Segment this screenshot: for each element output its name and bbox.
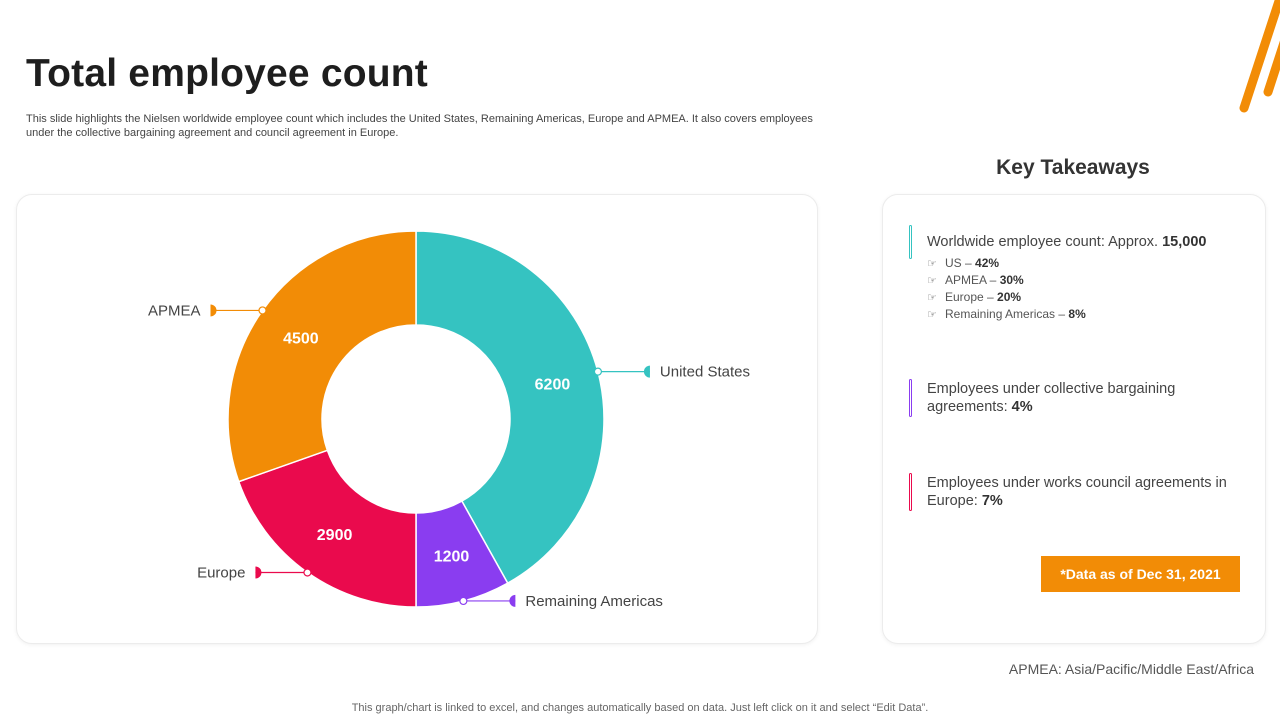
- leader-dot-united-states: [593, 367, 603, 376]
- pointing-hand-icon: ☞: [927, 292, 937, 304]
- breakdown-item: ☞ Europe – 20%: [927, 290, 1022, 304]
- page-subtitle: This slide highlights the Nielsen worldw…: [26, 113, 813, 139]
- leader-cap-europe: [255, 566, 262, 579]
- takeaway-text: Employees under collective bargaining ag…: [927, 381, 1176, 415]
- takeaway-works-council: Employees under works council agreements…: [909, 473, 1229, 511]
- takeaway-value: 4%: [1011, 399, 1033, 415]
- apmea-footnote: APMEA: Asia/Pacific/Middle East/Africa: [1008, 661, 1254, 677]
- takeaway-marker: [909, 379, 912, 417]
- takeaway-marker: [909, 473, 912, 511]
- leader-cap-united-states: [643, 365, 650, 378]
- takeaway-bargaining: Employees under collective bargaining ag…: [909, 379, 1229, 417]
- leader-cap-apmea: [210, 304, 217, 317]
- takeaway-text: Employees under works council agreements…: [927, 475, 1227, 509]
- key-takeaways-title: Key Takeaways: [996, 156, 1150, 179]
- edit-data-note: This graph/chart is linked to excel, and…: [351, 702, 929, 714]
- leader-dot-europe: [303, 568, 312, 577]
- leader-dot-apmea: [258, 306, 267, 315]
- slice-united-states[interactable]: [415, 230, 605, 585]
- data-as-of-badge: *Data as of Dec 31, 2021: [1041, 556, 1240, 592]
- category-label-europe: Europe: [197, 564, 245, 581]
- category-label-remaining-americas: Remaining Americas: [525, 593, 663, 610]
- value-label-united-states: 6200: [535, 376, 571, 393]
- decorative-stripes: [1239, 0, 1280, 113]
- pointing-hand-icon: ☞: [927, 258, 937, 270]
- value-label-apmea: 4500: [283, 331, 319, 348]
- takeaway-marker: [909, 225, 912, 259]
- breakdown-item: ☞ Remaining Americas – 8%: [927, 307, 1086, 321]
- takeaway-text: Worldwide employee count: Approx.: [927, 234, 1159, 250]
- category-label-apmea: APMEA: [148, 302, 201, 319]
- value-label-europe: 2900: [317, 527, 353, 544]
- slice-apmea[interactable]: [227, 230, 417, 483]
- page-title: Total employee count: [26, 52, 428, 95]
- pointing-hand-icon: ☞: [927, 309, 937, 321]
- key-takeaways-card: Worldwide employee count: Approx. 15,000…: [882, 194, 1266, 644]
- value-label-remaining-americas: 1200: [434, 548, 470, 565]
- donut-chart[interactable]: 6200 United States 1200 Remaining Americas 2…: [16, 194, 816, 642]
- takeaway-worldwide: Worldwide employee count: Approx. 15,000…: [909, 225, 1229, 323]
- breakdown-item: ☞ APMEA – 30%: [927, 273, 1024, 287]
- breakdown-item: ☞ US – 42%: [927, 256, 1000, 270]
- leader-dot-remaining-americas: [459, 596, 468, 606]
- leader-cap-remaining-americas: [509, 594, 516, 607]
- slice-europe[interactable]: [237, 449, 417, 608]
- takeaway-value: 7%: [981, 493, 1003, 509]
- pointing-hand-icon: ☞: [927, 275, 937, 287]
- category-label-united-states: United States: [660, 364, 750, 381]
- takeaway-value: 15,000: [1162, 234, 1207, 250]
- takeaway-breakdown: ☞ US – 42% ☞ APMEA – 30% ☞ Europe – 20% ☞ Re…: [927, 255, 1229, 323]
